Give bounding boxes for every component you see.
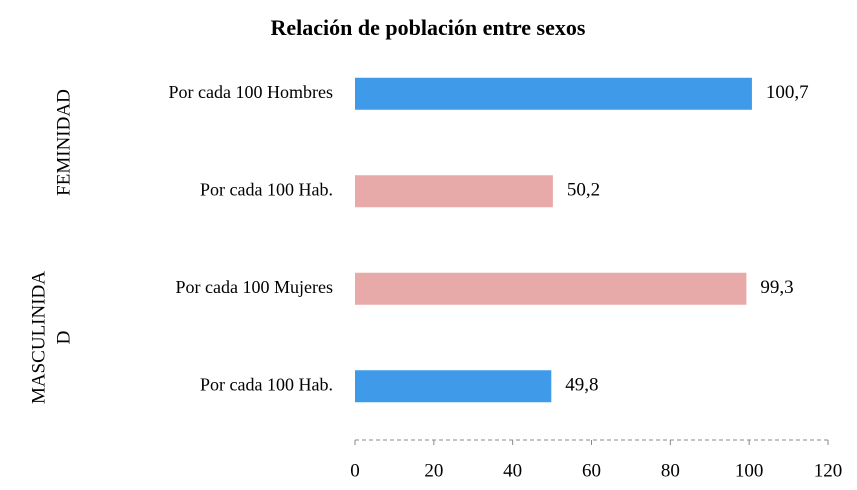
- x-tick-label: 60: [582, 460, 601, 481]
- x-tick-label: 40: [503, 460, 522, 481]
- x-tick-label: 80: [661, 460, 680, 481]
- group-label: MASCULINIDA: [28, 271, 49, 404]
- group-label: FEMINIDAD: [53, 89, 74, 196]
- x-tick-label: 20: [424, 460, 443, 481]
- bar: [355, 77, 752, 110]
- chart-title: Relación de población entre sexos: [271, 15, 586, 40]
- x-tick-label: 0: [350, 460, 360, 481]
- x-tick-label: 100: [735, 460, 764, 481]
- bar: [355, 272, 747, 305]
- value-label: 100,7: [766, 82, 809, 103]
- value-label: 50,2: [567, 180, 600, 201]
- group-label: D: [53, 331, 74, 345]
- category-label: Por cada 100 Hab.: [200, 179, 333, 199]
- value-label: 49,8: [565, 375, 598, 396]
- category-label: Por cada 100 Hab.: [200, 374, 333, 394]
- category-label: Por cada 100 Mujeres: [176, 277, 333, 297]
- value-label: 99,3: [760, 277, 793, 298]
- bar: [355, 370, 552, 403]
- category-label: Por cada 100 Hombres: [169, 82, 333, 102]
- x-tick-label: 120: [814, 460, 843, 481]
- bar: [355, 175, 553, 208]
